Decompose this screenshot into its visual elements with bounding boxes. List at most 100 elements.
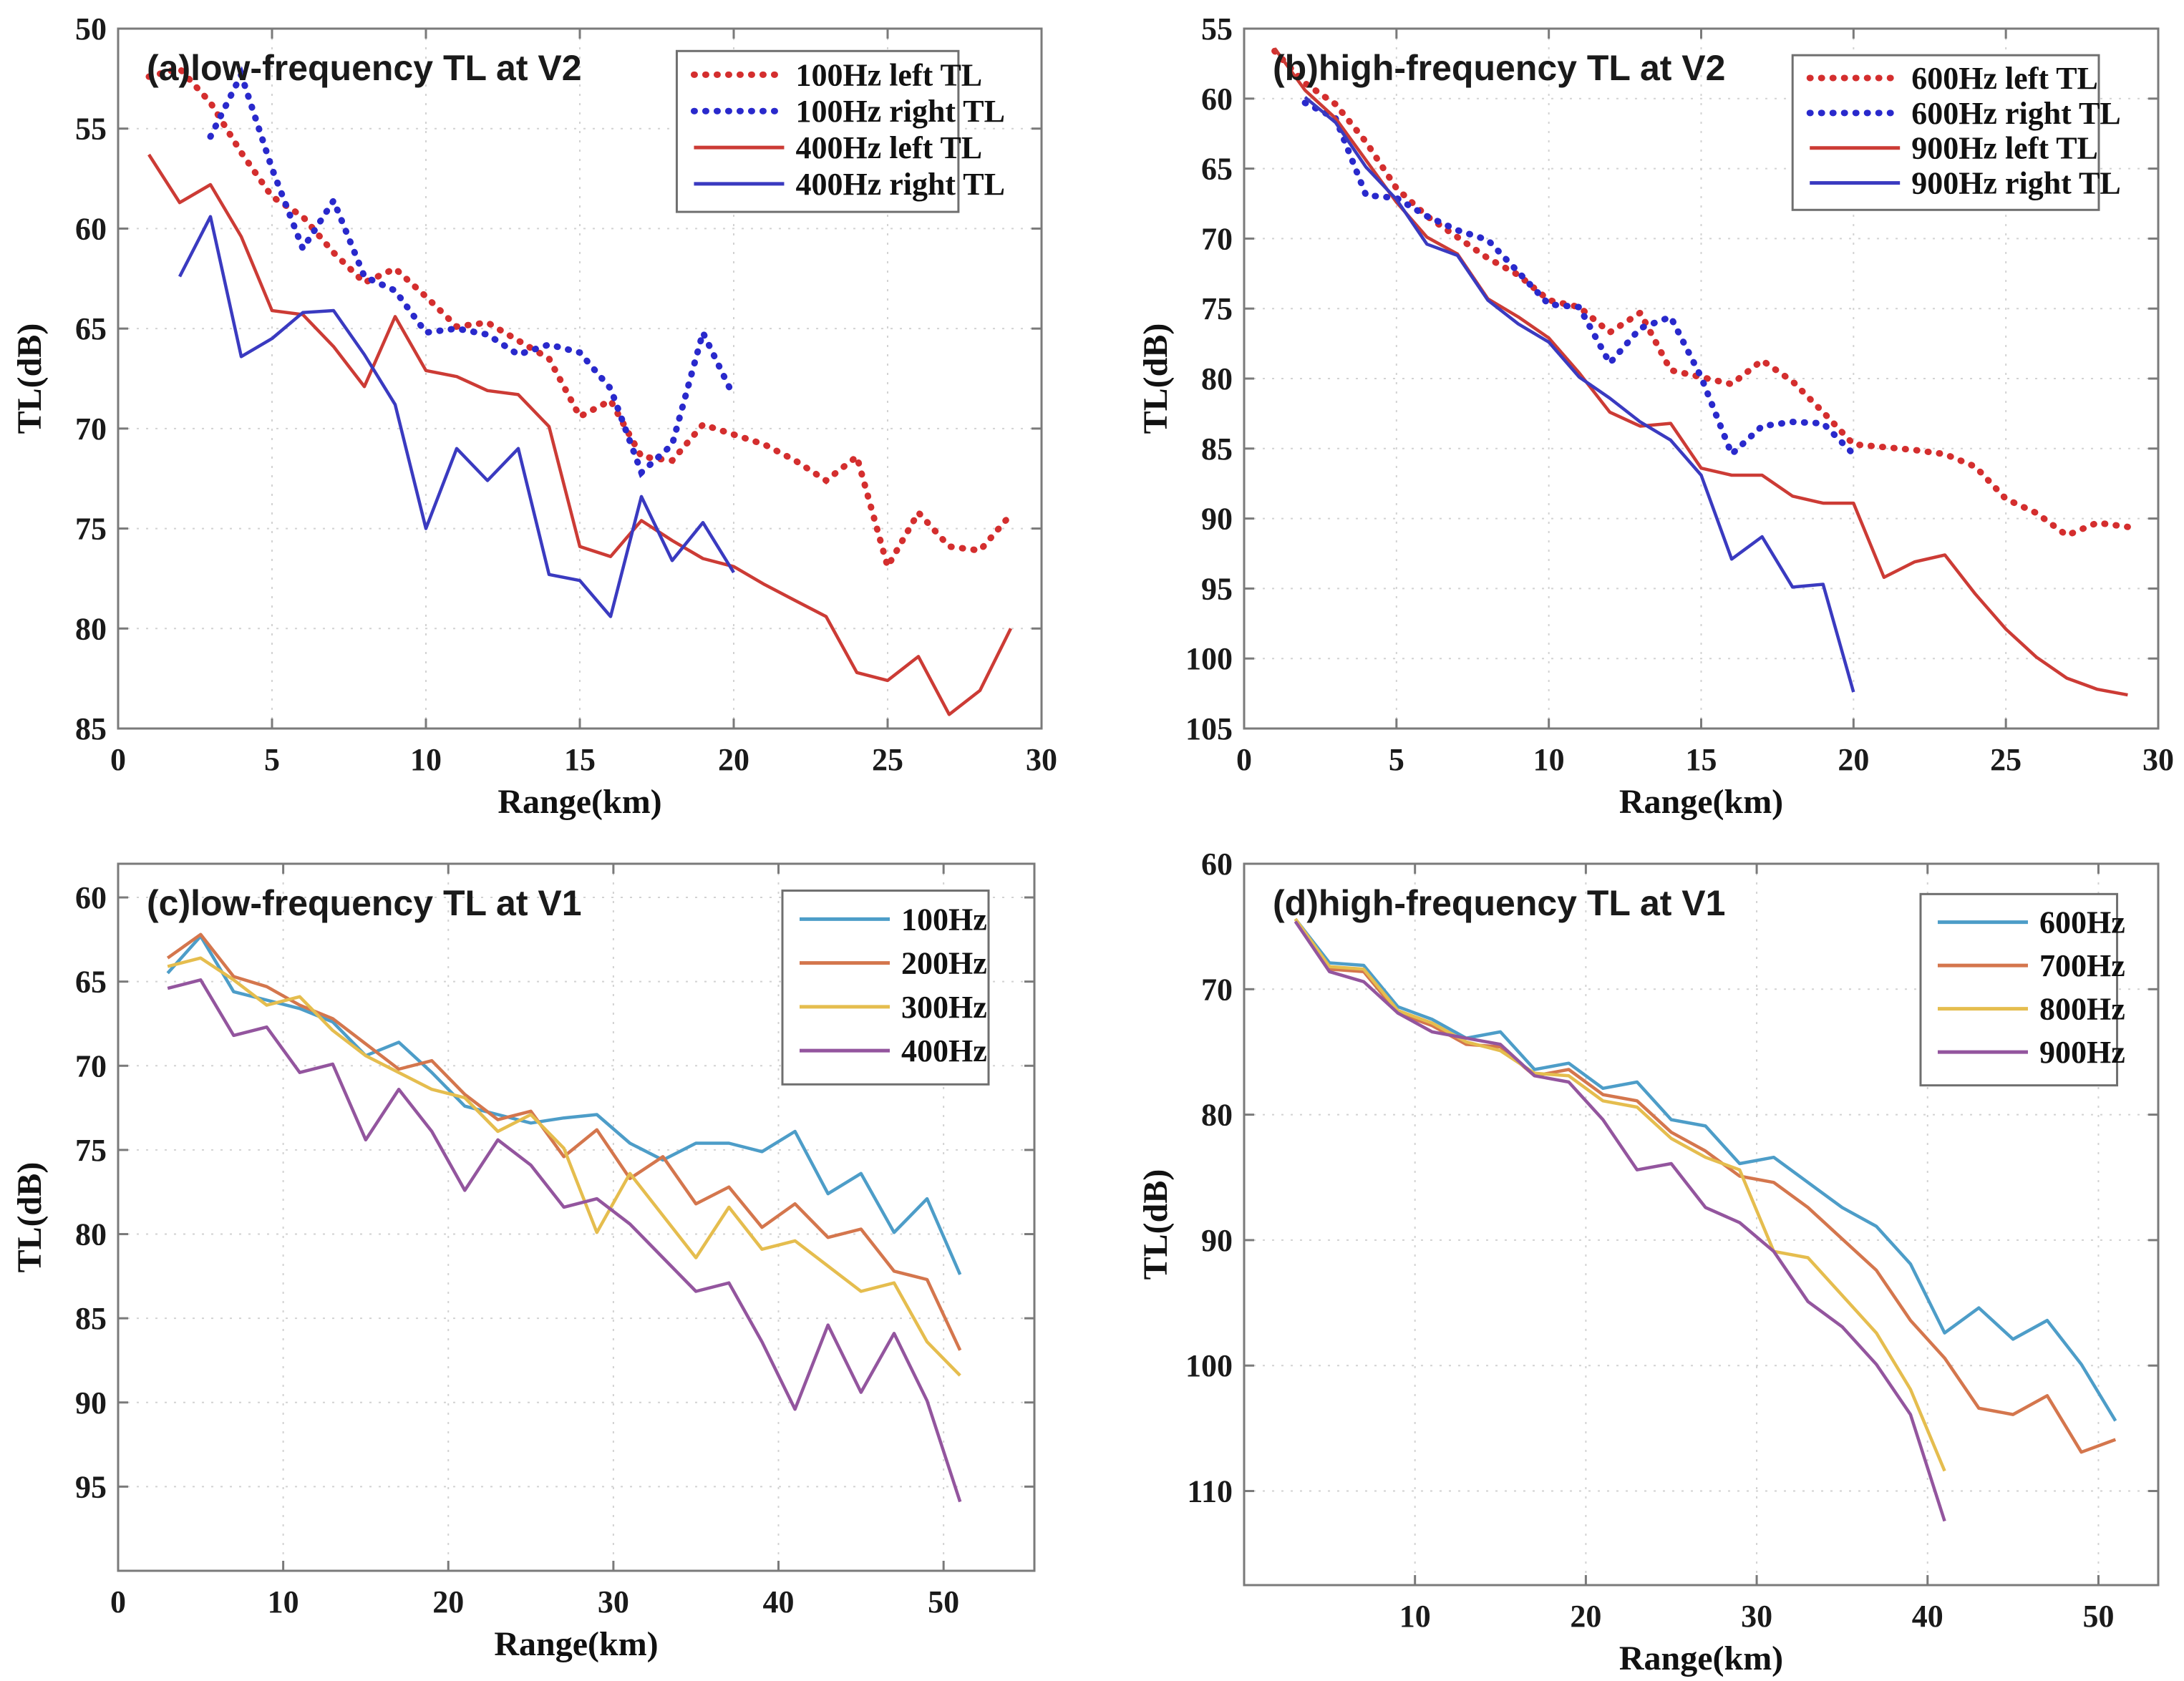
x-tick-label: 40	[1912, 1599, 1943, 1634]
x-tick-label: 30	[1741, 1599, 1772, 1634]
y-tick-label: 55	[75, 112, 107, 147]
y-tick-label: 65	[75, 965, 107, 1000]
y-tick-label: 75	[75, 1133, 107, 1168]
legend-label-700hz: 700Hz	[2039, 948, 2125, 983]
x-tick-label: 15	[1686, 742, 1717, 777]
axis-box	[1243, 862, 2160, 1587]
legend-label-900hz: 900Hz	[2039, 1035, 2125, 1070]
y-tick-label: 85	[75, 1301, 107, 1336]
axis-box	[117, 862, 1036, 1572]
legend-label-300hz: 300Hz	[901, 990, 987, 1025]
y-tick-label: 100	[1185, 1348, 1233, 1383]
y-tick-label: 60	[1201, 847, 1233, 882]
series-900hz-right-tl	[1304, 96, 1855, 693]
y-tick-label: 65	[75, 311, 107, 346]
y-tick-label: 50	[75, 11, 107, 47]
chart-svg-d: 10 20 30 40 50 60 70 80 90 100 110 Range(km) TL(dB) (…	[1137, 847, 2160, 1677]
y-axis-label: TL(dB)	[11, 1162, 49, 1273]
x-tick-label: 10	[1533, 742, 1565, 777]
legend-label-100hz: 100Hz	[901, 902, 987, 937]
y-tick-label: 80	[1201, 361, 1233, 396]
y-tick-label: 60	[75, 211, 107, 246]
x-tick-label: 15	[564, 742, 596, 777]
y-axis-label: TL(dB)	[1137, 323, 1175, 434]
x-tick-label: 10	[268, 1584, 299, 1619]
y-tick-label: 95	[1201, 571, 1233, 606]
legend: 100Hz 200Hz 300Hz 400Hz	[781, 890, 990, 1086]
y-tick-label: 105	[1185, 711, 1233, 746]
chart-panel-c: 0 10 20 30 40 50 60 65 70 75 80 85 90 95 Range(km) TL(d…	[11, 841, 1084, 1678]
y-tick-label: 80	[1201, 1098, 1233, 1133]
x-tick-label: 25	[1990, 742, 2022, 777]
y-tick-label: 80	[75, 611, 107, 646]
x-tick-label: 20	[1838, 742, 1869, 777]
y-tick-label: 55	[1201, 11, 1233, 47]
panel-title: (d)high-frequency TL at V1	[1273, 883, 1725, 923]
y-tick-label: 60	[1201, 82, 1233, 117]
x-tick-label: 0	[110, 742, 126, 777]
y-tick-label: 100	[1185, 641, 1233, 676]
x-tick-label: 30	[1026, 742, 1057, 777]
y-tick-label: 65	[1201, 152, 1233, 187]
y-tick-label: 60	[75, 880, 107, 915]
series-400hz-left-tl	[147, 153, 1013, 716]
x-tick-label: 5	[1389, 742, 1404, 777]
x-tick-label: 10	[410, 742, 442, 777]
x-axis-label: Range(km)	[494, 1625, 658, 1663]
series-400hz	[167, 978, 962, 1503]
legend: 600Hz 700Hz 800Hz 900Hz	[1919, 892, 2125, 1087]
x-tick-label: 0	[110, 1584, 126, 1619]
panel-title: (b)high-frequency TL at V2	[1273, 48, 1725, 88]
x-tick-label: 50	[2082, 1599, 2114, 1634]
legend-label-400hz-left-tl: 400Hz left TL	[795, 130, 982, 165]
legend-label-800hz: 800Hz	[2039, 992, 2125, 1027]
x-tick-label: 0	[1236, 742, 1252, 777]
series-600hz	[1294, 917, 2117, 1422]
chart-panel-d: 10 20 30 40 50 60 70 80 90 100 110 Range(km) TL(dB) (…	[1117, 841, 2184, 1678]
x-tick-label: 10	[1399, 1599, 1431, 1634]
y-tick-label: 85	[75, 711, 107, 746]
x-axis-label: Range(km)	[1619, 1639, 1783, 1677]
legend-label-600hz-right-tl: 600Hz right TL	[1911, 96, 2121, 131]
x-tick-label: 20	[1570, 1599, 1601, 1634]
series-800hz	[1294, 917, 1946, 1472]
legend-label-600hz-left-tl: 600Hz left TL	[1911, 61, 2098, 96]
series-400hz-right-tl	[178, 215, 735, 618]
y-tick-label: 90	[1201, 1223, 1233, 1258]
x-tick-label: 5	[264, 742, 280, 777]
legend-label-900hz-right-tl: 900Hz right TL	[1911, 166, 2121, 201]
legend-label-400hz: 400Hz	[901, 1033, 987, 1068]
chart-panel-b: 0 5 10 15 20 25 30 55 60 65 70 75 80 85 90 95 100 105 Rang…	[1117, 6, 2184, 836]
y-axis-label: TL(dB)	[1137, 1169, 1175, 1280]
series-100hz-right-tl	[207, 66, 737, 479]
y-tick-label: 85	[1201, 432, 1233, 467]
legend-label-100hz-left-tl: 100Hz left TL	[795, 57, 982, 92]
panel-title: (a)low-frequency TL at V2	[147, 48, 582, 88]
y-tick-label: 95	[75, 1469, 107, 1504]
series-900hz	[1294, 920, 1946, 1522]
y-tick-label: 70	[1201, 972, 1233, 1007]
y-tick-label: 110	[1187, 1474, 1233, 1509]
y-tick-label: 75	[75, 512, 107, 547]
chart-svg-a: 0 5 10 15 20 25 30 50 55 60 65 70 75 80 85 Range(km) TL(…	[11, 11, 1057, 821]
y-axis-label: TL(dB)	[11, 323, 49, 434]
chart-svg-c: 0 10 20 30 40 50 60 65 70 75 80 85 90 95 Range(km) TL(d…	[11, 862, 1036, 1663]
x-tick-label: 20	[718, 742, 749, 777]
y-tick-label: 70	[75, 1048, 107, 1083]
legend-label-200hz: 200Hz	[901, 946, 987, 981]
y-tick-label: 80	[75, 1217, 107, 1252]
x-axis-label: Range(km)	[1619, 783, 1783, 821]
x-tick-label: 50	[928, 1584, 959, 1619]
y-tick-label: 70	[75, 411, 107, 447]
y-tick-label: 90	[75, 1385, 107, 1421]
x-tick-label: 20	[432, 1584, 464, 1619]
series-900hz-left-tl	[1273, 47, 2128, 697]
chart-svg-b: 0 5 10 15 20 25 30 55 60 65 70 75 80 85 90 95 100 105 Rang…	[1137, 11, 2174, 821]
x-axis-label: Range(km)	[498, 783, 661, 821]
panel-title: (c)low-frequency TL at V1	[147, 883, 582, 923]
legend-label-600hz: 600Hz	[2039, 905, 2125, 940]
series-100hz-left-tl	[145, 64, 1014, 575]
